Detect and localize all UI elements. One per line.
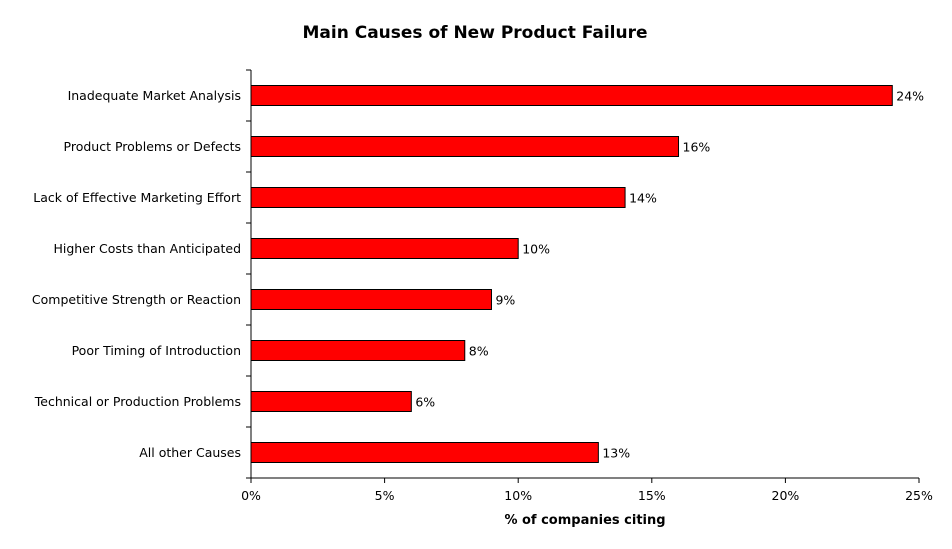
category-label: Competitive Strength or Reaction [32,292,241,307]
data-label: 10% [522,242,550,257]
category-label: Lack of Effective Marketing Effort [33,190,241,205]
bar [250,289,492,310]
chart-title: Main Causes of New Product Failure [302,23,647,43]
data-label: 8% [469,344,489,359]
x-axis-label: % of companies citing [504,513,665,528]
axes-group: Inadequate Market Analysis Product Proble… [32,69,933,503]
bar [250,136,680,157]
data-label: 9% [495,293,515,308]
category-label: Product Problems or Defects [64,139,241,154]
x-tick-label: 5% [375,488,395,503]
x-tick-label: 20% [772,488,800,503]
x-tick-label: 25% [905,488,933,503]
data-label: 13% [602,446,630,461]
x-tick-label: 10% [504,488,532,503]
category-label: Poor Timing of Introduction [72,343,241,358]
bar [250,391,412,412]
bar [250,187,626,208]
bar [250,85,893,106]
category-label: Higher Costs than Anticipated [54,241,242,256]
bars-group: 24% 16% 14% 10% 9% 8% 6% 13% [250,85,924,463]
bar [250,442,599,463]
data-label: 14% [629,191,657,206]
x-tick-label: 0% [241,488,261,503]
data-label: 16% [683,140,711,155]
category-label: Technical or Production Problems [34,394,241,409]
data-label: 6% [415,395,435,410]
data-label: 24% [896,89,924,104]
bar [250,340,466,361]
category-label: All other Causes [139,445,241,460]
x-tick-label: 15% [638,488,666,503]
category-label: Inadequate Market Analysis [68,88,241,103]
bar [250,238,519,259]
